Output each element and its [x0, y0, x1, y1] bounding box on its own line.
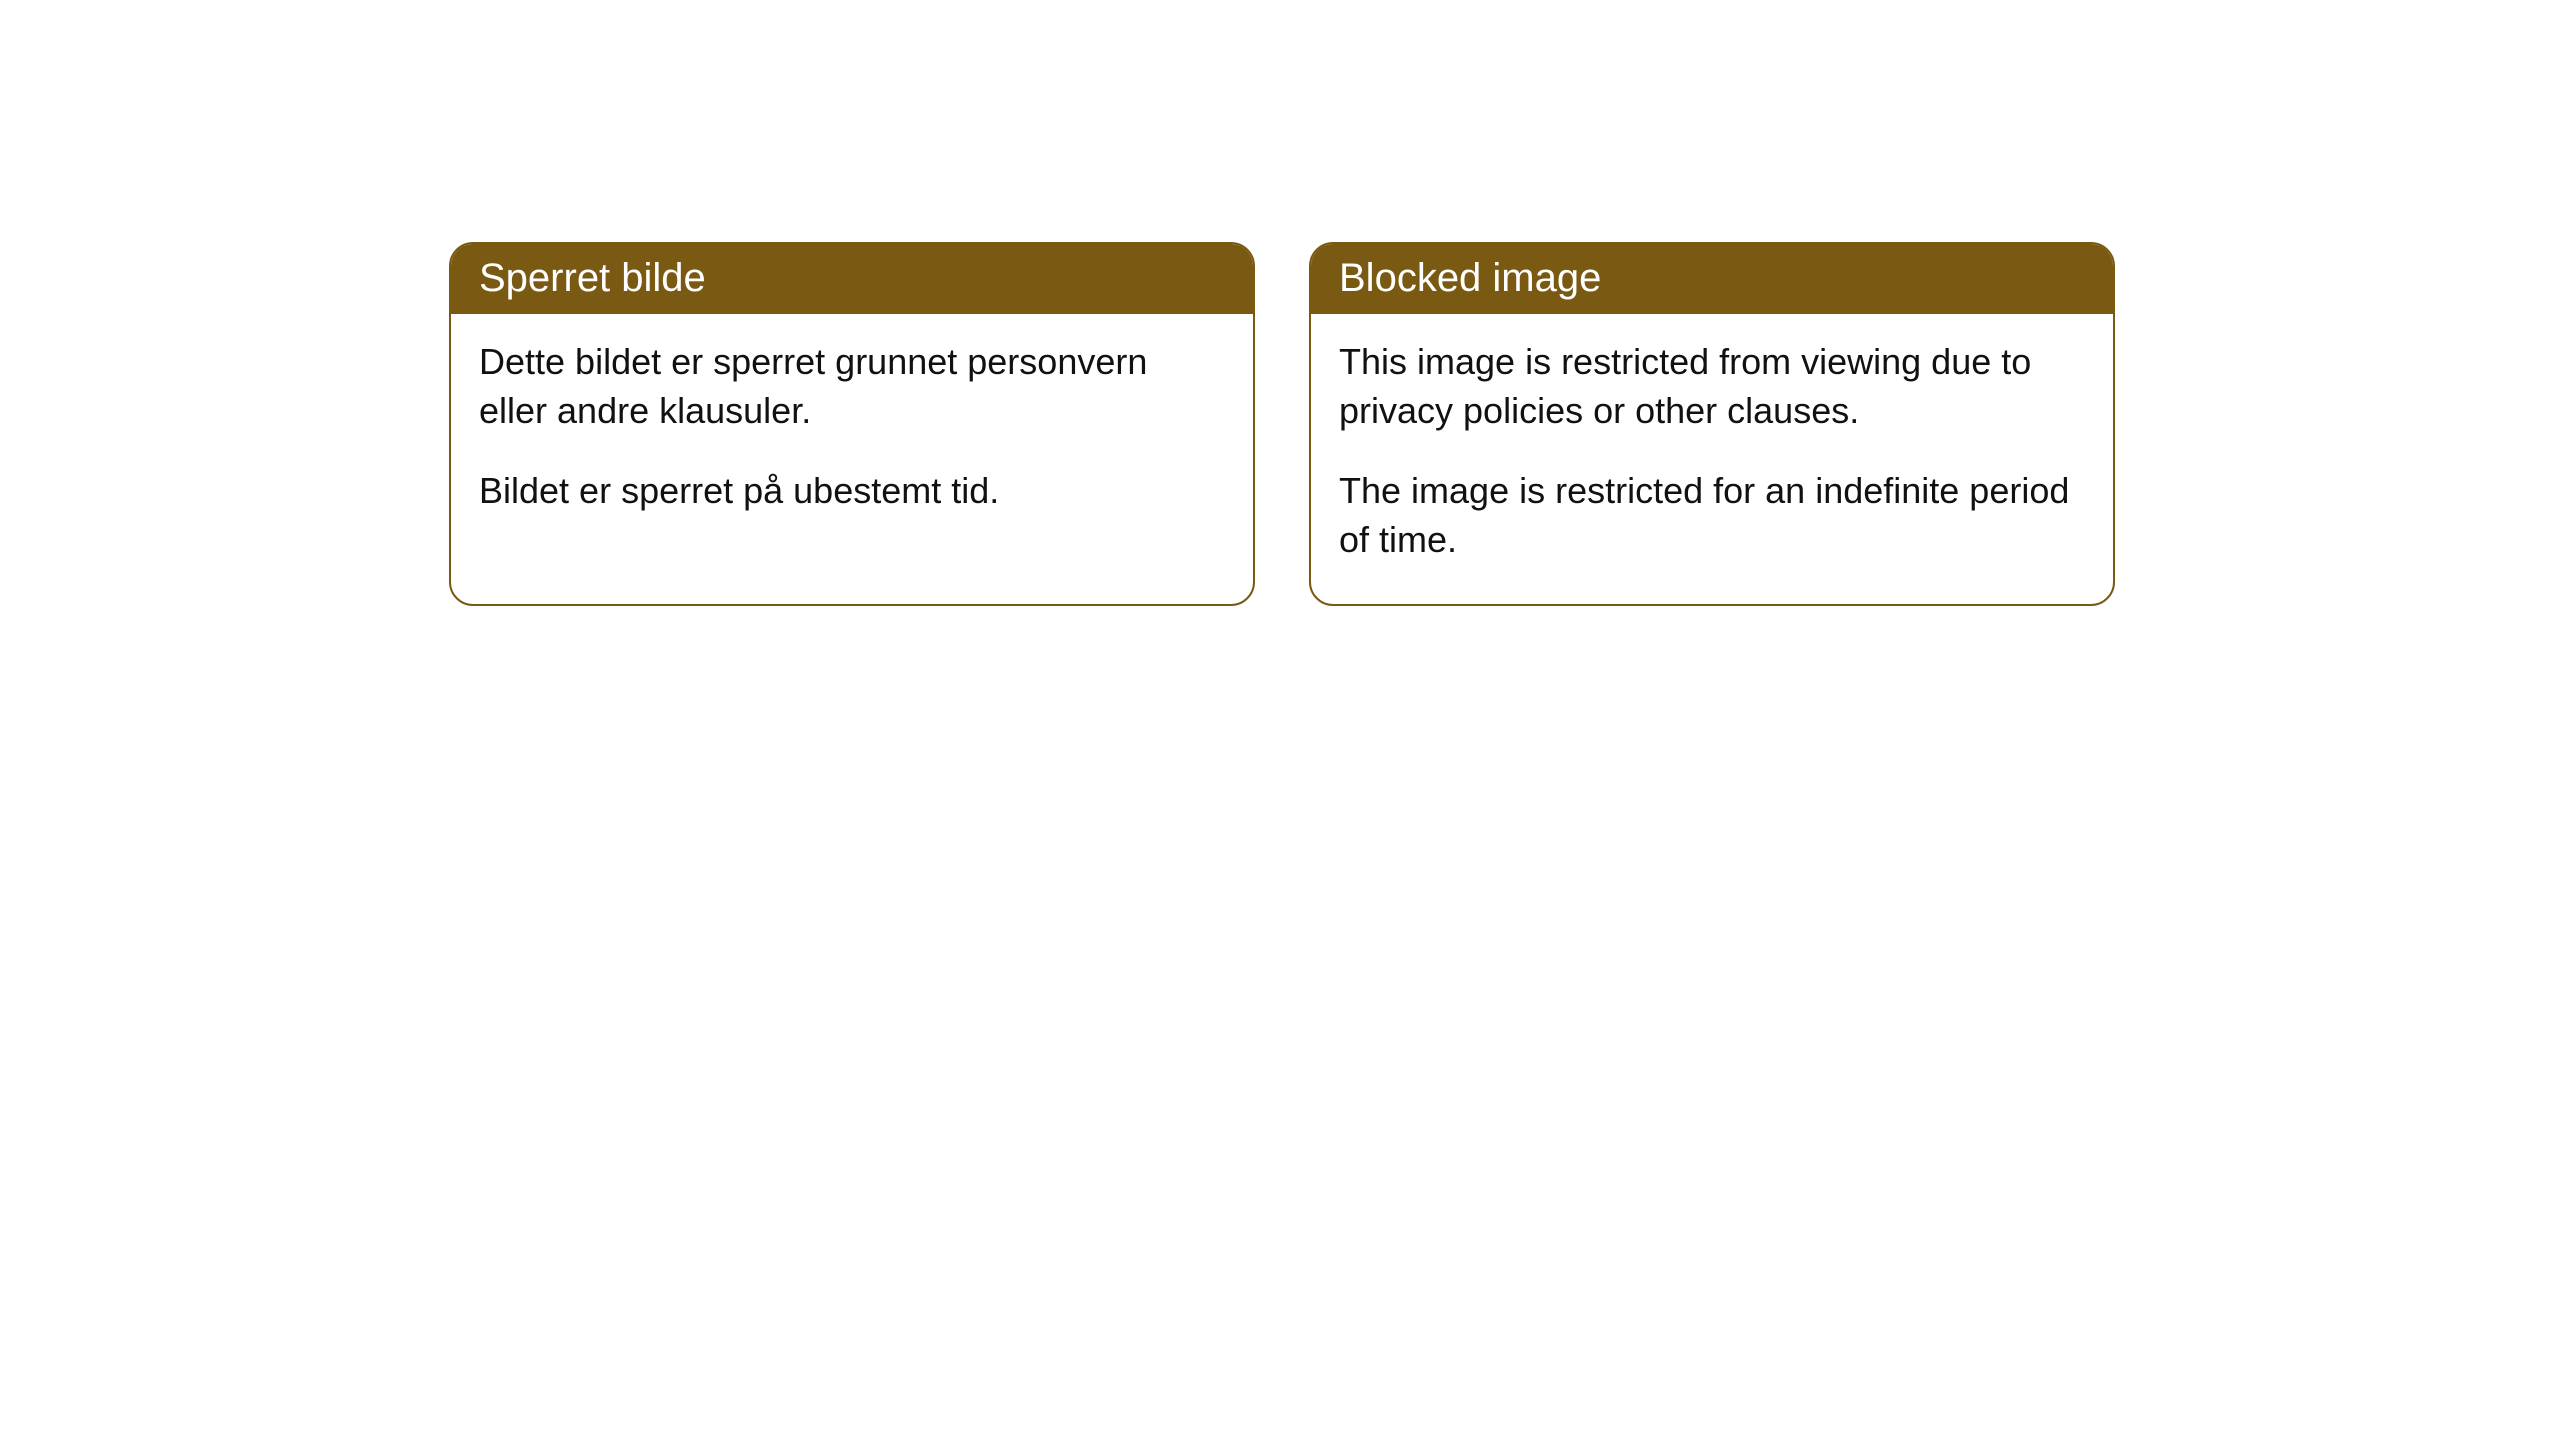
- notice-card-english: Blocked image This image is restricted f…: [1309, 242, 2115, 606]
- card-body: Dette bildet er sperret grunnet personve…: [451, 314, 1253, 582]
- card-header: Sperret bilde: [451, 244, 1253, 314]
- notice-paragraph: The image is restricted for an indefinit…: [1339, 467, 2085, 564]
- notice-paragraph: This image is restricted from viewing du…: [1339, 338, 2085, 435]
- notice-paragraph: Bildet er sperret på ubestemt tid.: [479, 467, 1225, 516]
- notice-card-norwegian: Sperret bilde Dette bildet er sperret gr…: [449, 242, 1255, 606]
- card-header: Blocked image: [1311, 244, 2113, 314]
- card-body: This image is restricted from viewing du…: [1311, 314, 2113, 604]
- notice-paragraph: Dette bildet er sperret grunnet personve…: [479, 338, 1225, 435]
- notice-cards-container: Sperret bilde Dette bildet er sperret gr…: [0, 0, 2560, 606]
